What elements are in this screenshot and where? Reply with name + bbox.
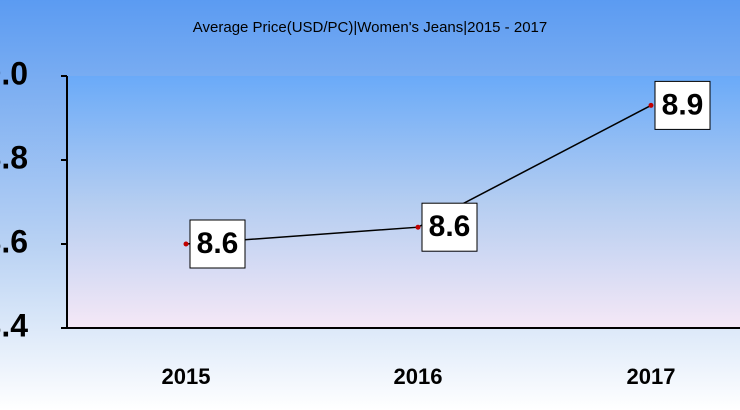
x-tick-label: 2015: [162, 364, 211, 389]
point: [648, 102, 654, 108]
y-tick-label: 9.0: [0, 55, 28, 91]
value-label: 8.9: [662, 88, 704, 121]
point: [183, 241, 189, 247]
value-label-box: [654, 80, 711, 130]
plot-area: [67, 76, 740, 328]
y-tick-label: 8.6: [0, 223, 28, 259]
value-label: 8.6: [429, 210, 471, 243]
x-tick-label: 2016: [394, 364, 443, 389]
y-tick-label: 8.4: [0, 307, 28, 343]
value-label-box: [421, 202, 478, 252]
value-label-box: [189, 219, 246, 269]
chart-title: Average Price(USD/PC)|Women's Jeans|2015…: [193, 19, 547, 36]
y-tick-label: 8.8: [0, 139, 28, 175]
x-tick-label: 2017: [627, 364, 676, 389]
value-label: 8.6: [197, 227, 239, 260]
point: [415, 224, 421, 230]
